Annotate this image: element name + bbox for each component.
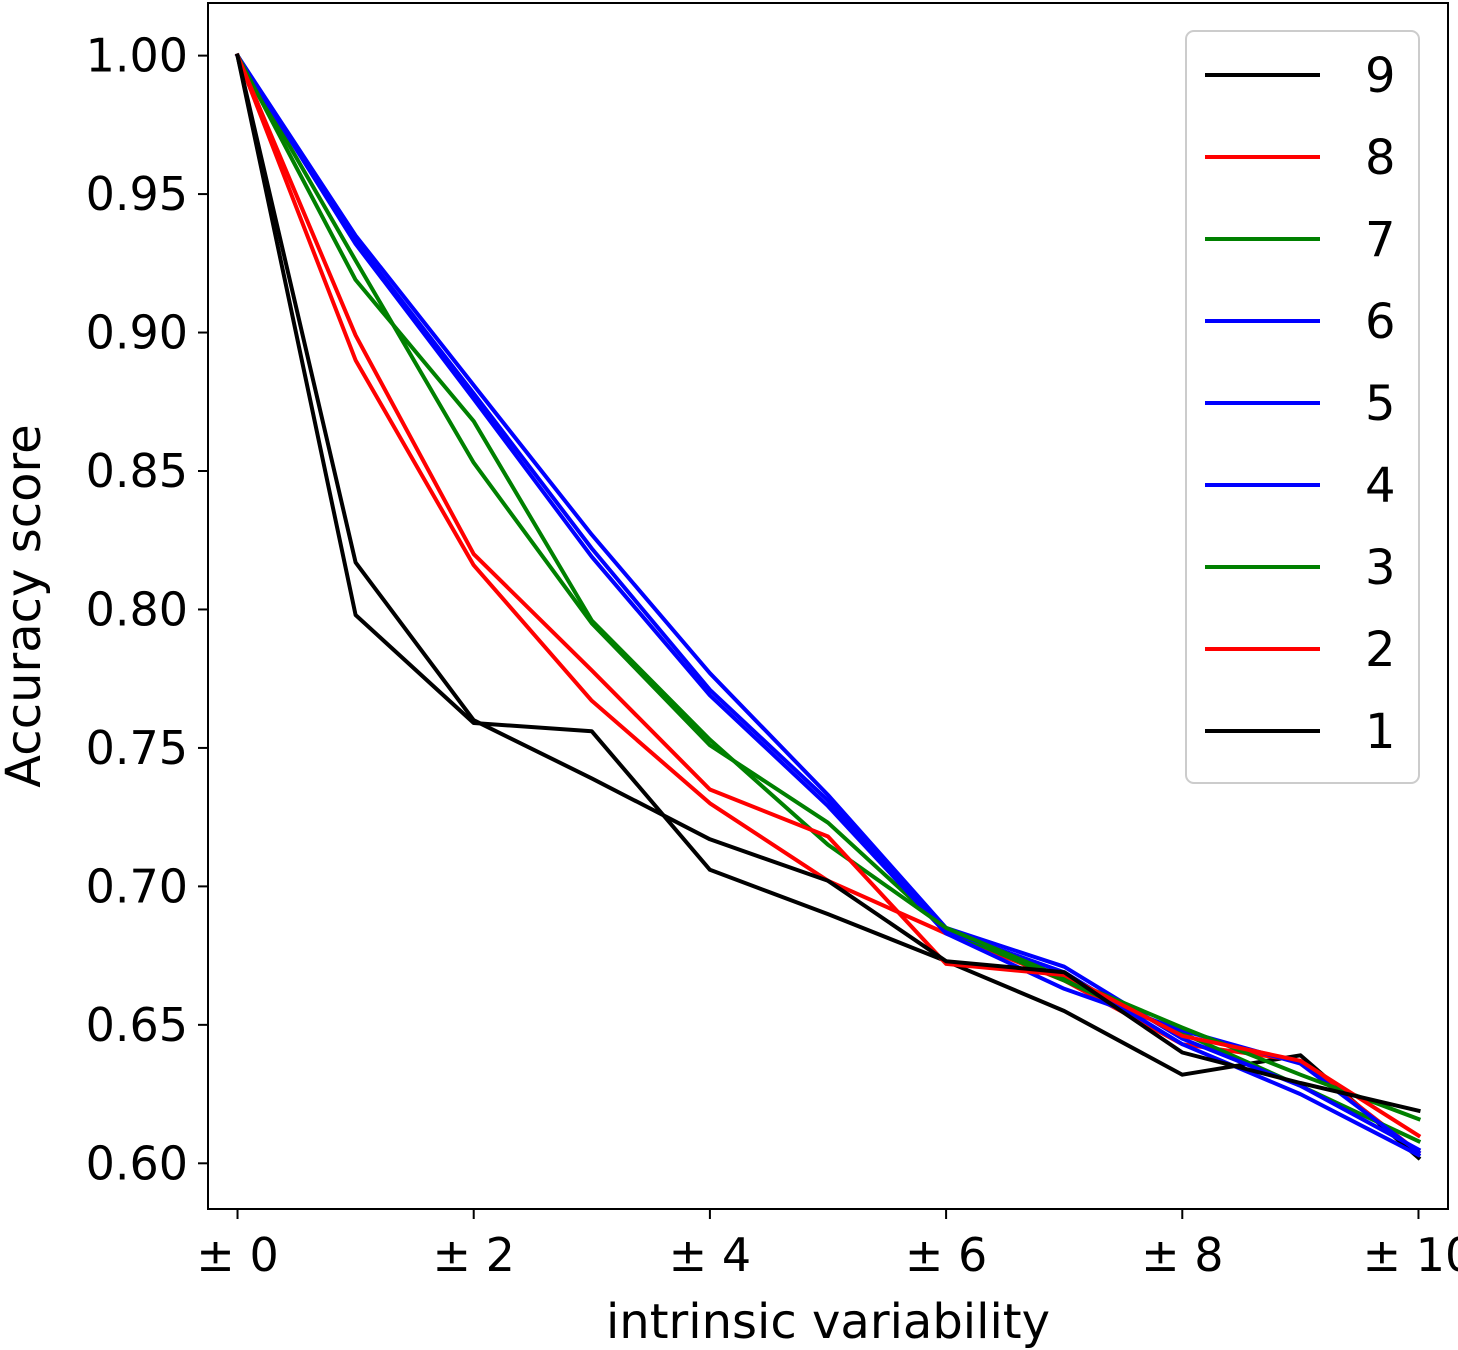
y-tick-label: 1.00 (86, 29, 188, 83)
x-tick-label: ± 6 (905, 1228, 987, 1282)
y-tick-label: 0.75 (86, 721, 188, 775)
x-axis-label: intrinsic variability (606, 1294, 1050, 1350)
series-line-6 (234, 52, 1422, 1153)
series-line-9 (235, 53, 1421, 1114)
series-layer (234, 52, 1422, 1161)
series-line-1 (235, 53, 1422, 1161)
legend-label-3: 3 (1365, 540, 1396, 596)
legend-label-9: 9 (1365, 48, 1396, 104)
x-tick-label: ± 2 (432, 1228, 514, 1282)
y-tick-label: 0.60 (86, 1136, 188, 1190)
legend-label-6: 6 (1365, 294, 1396, 350)
legend: 9 8 7 6 5 4 3 2 1 (1185, 30, 1420, 784)
legend-frame (1185, 30, 1420, 784)
legend-label-7: 7 (1365, 212, 1396, 268)
x-tick-label: ± 8 (1141, 1228, 1223, 1282)
legend-items: 9 8 7 6 5 4 3 2 1 (1205, 48, 1396, 760)
plot-frame (207, 2, 1449, 1210)
series-line-3 (234, 52, 1422, 1144)
legend-label-4: 4 (1365, 458, 1396, 514)
x-tick-label: ± 10 (1363, 1228, 1458, 1282)
x-axis: ± 0 ± 2 ± 4 ± 6 ± 8 ± 10 (196, 1209, 1458, 1282)
y-tick-label: 0.70 (86, 859, 188, 913)
legend-label-5: 5 (1365, 376, 1396, 432)
legend-label-2: 2 (1365, 622, 1396, 678)
y-axis: 1.00 0.95 0.90 0.85 0.80 0.75 0.70 0.65 0.60 (86, 29, 208, 1190)
x-tick-label: ± 0 (196, 1228, 278, 1282)
series-line-8 (234, 52, 1422, 1139)
y-tick-label: 0.90 (86, 306, 188, 360)
y-tick-label: 0.65 (86, 998, 188, 1052)
y-tick-label: 0.85 (86, 444, 188, 498)
y-tick-label: 0.95 (86, 167, 188, 221)
legend-label-8: 8 (1365, 130, 1396, 186)
y-axis-label: Accuracy score (0, 424, 52, 787)
x-tick-label: ± 4 (669, 1228, 751, 1282)
legend-label-1: 1 (1365, 704, 1396, 760)
y-tick-label: 0.80 (86, 582, 188, 636)
